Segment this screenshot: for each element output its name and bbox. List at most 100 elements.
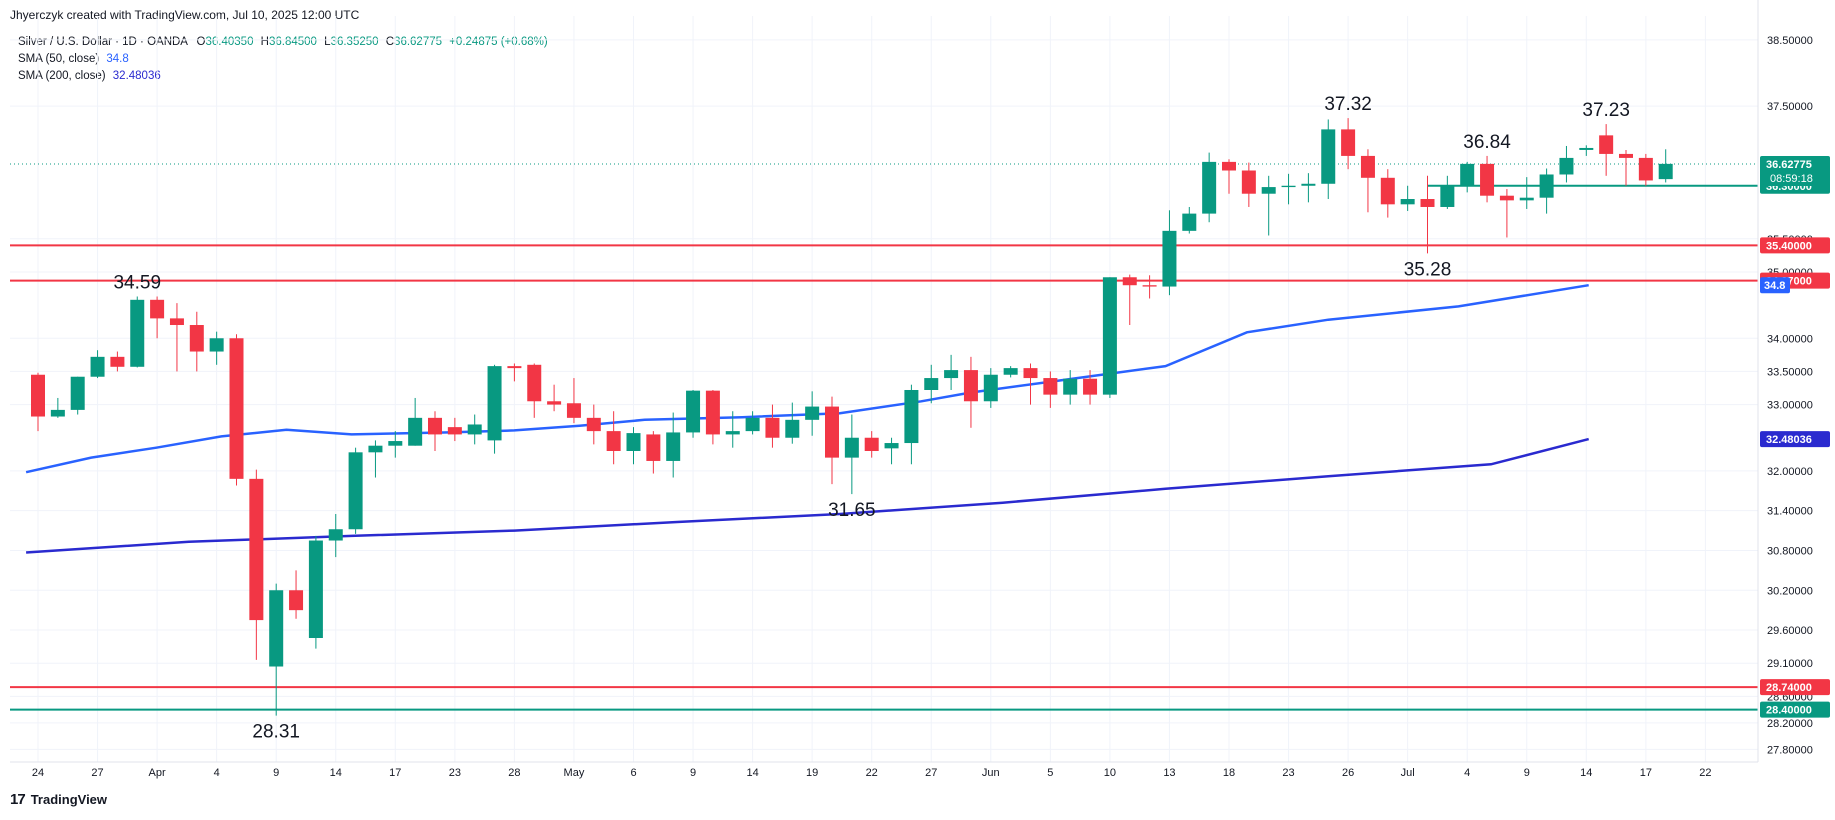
candle-body: [348, 452, 363, 530]
candle: [1579, 145, 1594, 156]
candle: [725, 411, 740, 448]
candle: [1519, 177, 1534, 209]
candle: [110, 351, 125, 372]
sma200-legend[interactable]: SMA (200, close) 32.48036: [18, 68, 548, 85]
x-tick-label: 26: [1342, 767, 1354, 779]
candle: [189, 311, 204, 372]
chart-grid: [10, 16, 1758, 762]
price-label: 28.31: [252, 722, 300, 743]
candle-body: [1023, 368, 1038, 379]
candle-body: [1380, 177, 1395, 205]
y-tick-label: 29.10000: [1767, 658, 1813, 670]
candle-body: [864, 437, 879, 452]
candle-body: [1003, 368, 1018, 375]
candle: [428, 411, 442, 452]
x-tick-label: 14: [330, 767, 342, 779]
candle-body: [1281, 185, 1296, 188]
candle: [368, 440, 383, 478]
candle: [1063, 370, 1078, 405]
candle: [1281, 173, 1296, 205]
candle-body: [1301, 183, 1316, 186]
x-tick-label: 17: [389, 767, 401, 779]
x-tick-label: May: [564, 767, 585, 779]
change-value: +0.24875 (+0.68%): [449, 36, 548, 48]
candle-body: [1539, 174, 1554, 198]
y-tick-label: 38.50000: [1767, 35, 1813, 47]
candle-body: [169, 318, 184, 326]
candle-body: [1142, 285, 1157, 287]
candle: [924, 364, 939, 404]
candle: [50, 397, 65, 418]
sma200-line: [26, 437, 1590, 554]
price-label: 37.32: [1324, 94, 1372, 115]
candle: [1420, 175, 1435, 254]
candle-body: [1658, 163, 1673, 180]
candle: [150, 296, 165, 339]
time-axis[interactable]: 24 27 Apr 4 9 14 17 23 28 May 6 9 14 19 22 27 Jun 5 10 13 18…: [10, 761, 1758, 779]
y-tick-label: 30.20000: [1767, 585, 1813, 597]
close-value: 36.62775: [394, 36, 443, 48]
candle-body: [586, 417, 601, 432]
x-tick-label: 17: [1640, 767, 1652, 779]
candle-body: [388, 441, 403, 446]
x-tick-label: Apr: [149, 767, 166, 779]
candle: [130, 296, 145, 368]
candle-body: [447, 427, 462, 435]
candle-body: [1321, 129, 1336, 184]
candle-body: [1063, 378, 1078, 395]
x-tick-label: 9: [273, 767, 279, 779]
candle-body: [983, 374, 998, 402]
y-tick-label: 27.80000: [1767, 744, 1813, 756]
symbol-name[interactable]: Silver / U.S. Dollar · 1D · OANDA: [18, 36, 188, 48]
candle: [1162, 210, 1177, 296]
candle-body: [90, 356, 105, 377]
candle: [1480, 155, 1495, 203]
candle-body: [1341, 129, 1356, 156]
sma200-value: 32.48036: [112, 70, 161, 82]
candle-body: [1182, 213, 1197, 231]
y-tick-label: 31.40000: [1767, 506, 1813, 518]
candle: [1003, 366, 1018, 378]
x-tick-label: 18: [1223, 767, 1235, 779]
candle: [963, 356, 978, 428]
x-tick-label: 9: [1524, 767, 1530, 779]
tradingview-brand[interactable]: 17 TradingView: [10, 791, 107, 808]
candle-body: [1519, 197, 1534, 201]
candle-body: [507, 366, 522, 369]
candle-body: [1480, 163, 1495, 196]
candle-body: [705, 390, 720, 435]
candle: [805, 391, 820, 436]
candle-body: [50, 409, 65, 417]
candle-body: [467, 424, 482, 435]
candle-body: [1043, 378, 1058, 395]
open-value: 36.40350: [205, 36, 254, 48]
candle-body: [150, 299, 165, 319]
candle-body: [1619, 153, 1633, 158]
candle: [1380, 169, 1395, 218]
candle-body: [110, 356, 125, 367]
sma200-tag: 32.48036: [1766, 434, 1812, 446]
candle: [844, 414, 859, 495]
candle-body: [70, 376, 85, 410]
sma50-tag-bg: [1760, 277, 1790, 294]
candle-body: [1460, 163, 1475, 186]
candle: [527, 363, 542, 418]
x-tick-label: 4: [214, 767, 220, 779]
candle-body: [1499, 195, 1514, 201]
candle-body: [844, 437, 859, 458]
candle: [1539, 168, 1554, 214]
x-tick-label: 10: [1104, 767, 1116, 779]
candle: [467, 414, 482, 445]
candle-body: [308, 540, 323, 638]
price-axis[interactable]: 38.5000037.5000035.5000035.0000034.00000…: [1757, 0, 1830, 762]
candle: [765, 404, 780, 448]
close-label: C: [385, 36, 395, 48]
y-tick-label: 37.50000: [1767, 101, 1813, 113]
price-label: 36.84: [1463, 132, 1511, 153]
x-tick-label: Jun: [982, 767, 1000, 779]
low-label: L: [324, 36, 331, 48]
current-price-tag: 36.62775: [1766, 159, 1812, 171]
candle-body: [963, 370, 978, 402]
candle: [566, 378, 581, 424]
